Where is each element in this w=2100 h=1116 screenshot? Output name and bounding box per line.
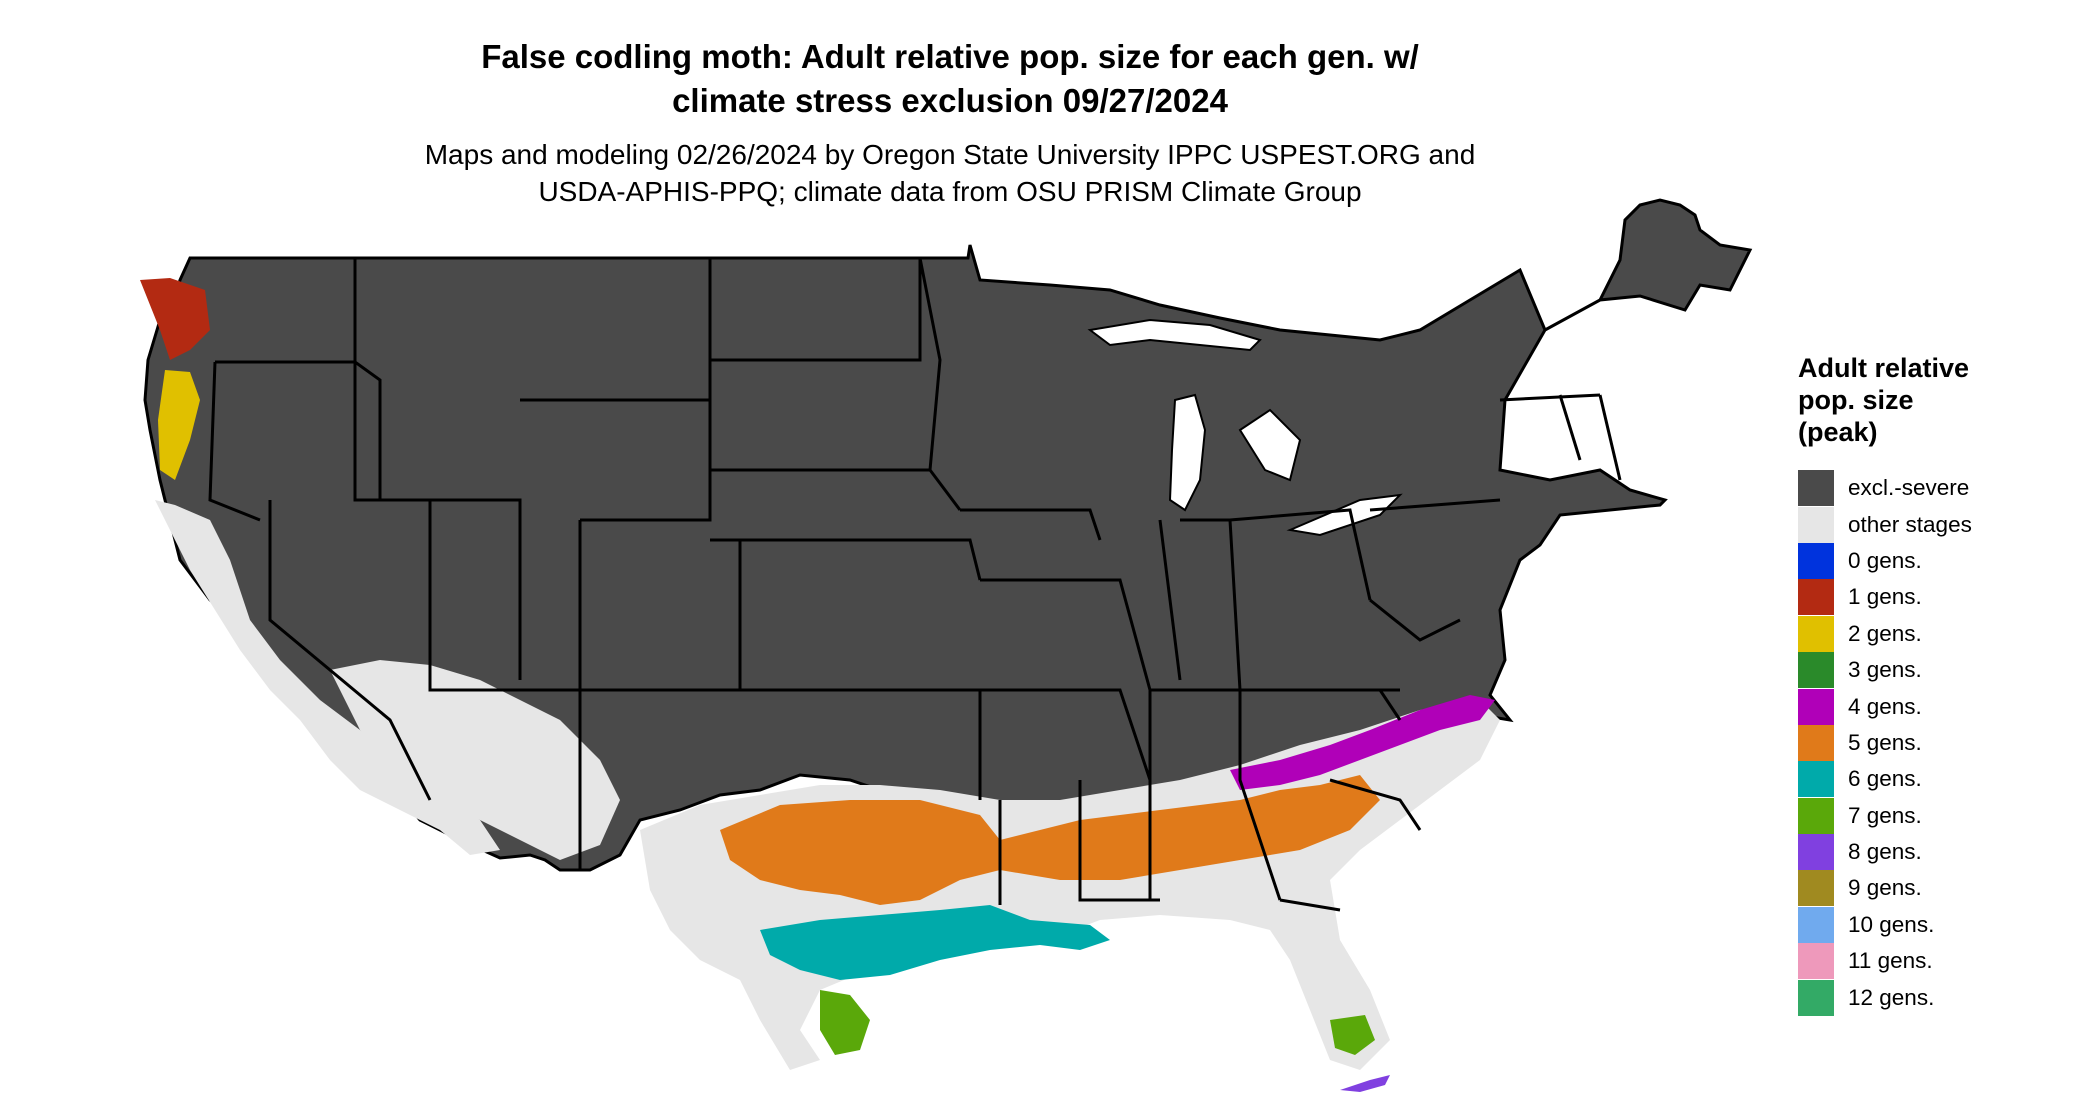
legend-swatch [1798,579,1834,616]
legend-item: 4 gens. [1798,688,2088,725]
legend-swatch [1798,652,1834,689]
legend-item: 0 gens. [1798,542,2088,579]
legend-label: 11 gens. [1848,948,1933,974]
legend-title: Adult relative pop. size (peak) [1798,352,2088,448]
legend-label: 5 gens. [1848,729,1922,755]
lake-superior [1087,318,1262,352]
legend-item: 9 gens. [1798,870,2088,907]
legend-title-line-1: Adult relative [1798,353,1970,383]
map-title-line-2: climate stress exclusion 09/27/2024 [672,82,1228,119]
legend-label: 9 gens. [1848,875,1922,901]
legend-item: 1 gens. [1798,579,2088,616]
legend-label: 3 gens. [1848,657,1922,683]
legend-label: excl.-severe [1848,475,1970,501]
map-legend: Adult relative pop. size (peak) excl.-se… [1798,352,2088,1016]
legend-swatch [1798,688,1834,725]
legend-label: 7 gens. [1848,802,1922,828]
legend-items: excl.-severe other stages 0 gens. 1 gens. 2 … [1798,470,2088,1016]
legend-swatch [1798,834,1834,871]
area-5-gens [720,775,1380,905]
legend-item: 6 gens. [1798,761,2088,798]
legend-item: excl.-severe [1798,470,2088,507]
legend-label: 6 gens. [1848,766,1922,792]
map-title-line-1: False codling moth: Adult relative pop. … [481,38,1419,75]
legend-item: 10 gens. [1798,906,2088,943]
map-subtitle-line-2: USDA-APHIS-PPQ; climate data from OSU PR… [538,176,1362,207]
legend-swatch [1798,506,1834,543]
area-7-gens-florida [1330,1015,1375,1055]
legend-label: 12 gens. [1848,984,1935,1010]
legend-item: 8 gens. [1798,834,2088,871]
legend-label: 10 gens. [1848,911,1935,937]
legend-label: other stages [1848,511,1972,537]
area-other-stages-west [155,500,500,855]
map-subtitle-line-1: Maps and modeling 02/26/2024 by Oregon S… [424,139,1476,170]
legend-label: 1 gens. [1848,584,1922,610]
legend-swatch [1798,906,1834,943]
legend-item: 7 gens. [1798,797,2088,834]
legend-label: 0 gens. [1848,547,1922,573]
state-boundaries [208,257,1622,912]
legend-swatch [1798,542,1834,579]
area-1-gens [140,278,210,360]
legend-swatch [1798,979,1834,1016]
legend-item: 11 gens. [1798,943,2088,980]
legend-swatch [1798,470,1834,507]
legend-swatch [1798,761,1834,798]
legend-item: 2 gens. [1798,615,2088,652]
legend-item: 3 gens. [1798,652,2088,689]
legend-swatch [1798,943,1834,980]
area-2-gens [158,370,200,480]
area-6-gens [760,905,1110,980]
legend-title-line-2: pop. size [1798,385,1914,415]
lake-michigan [1168,393,1207,512]
legend-swatch [1798,724,1834,761]
legend-title-line-3: (peak) [1798,417,1878,447]
lake-huron-erie [1238,408,1403,537]
legend-item: other stages [1798,506,2088,543]
area-4-gens [1230,695,1495,790]
legend-item: 12 gens. [1798,979,2088,1016]
legend-item: 5 gens. [1798,724,2088,761]
legend-swatch [1798,870,1834,907]
area-7-gens-texas [820,990,870,1055]
legend-swatch [1798,797,1834,834]
area-8-gens [1340,1075,1390,1092]
legend-label: 4 gens. [1848,693,1922,719]
legend-swatch [1798,615,1834,652]
legend-label: 8 gens. [1848,839,1922,865]
legend-label: 2 gens. [1848,620,1922,646]
area-other-stages-southwest [330,660,620,860]
